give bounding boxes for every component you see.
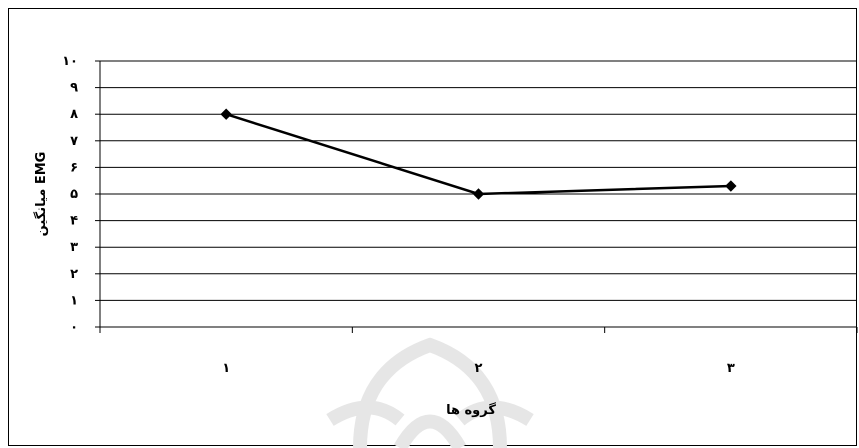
y-tick-label: ۱ (70, 293, 78, 308)
y-tick-label: ۱۰ (62, 54, 78, 69)
x-tick-label: ۲ (475, 361, 483, 376)
series-line (225, 113, 731, 196)
y-tick-label: ۲ (70, 267, 78, 282)
y-tick-label: ۰ (70, 320, 78, 335)
x-axis-title: گروه ها (446, 402, 496, 418)
y-tick-label: ۶ (70, 160, 78, 175)
series-layer (220, 108, 737, 200)
watermark-logo (326, 337, 534, 448)
x-tick-label: ۳ (727, 361, 735, 376)
gridlines (100, 60, 857, 301)
y-tick-label: ۴ (70, 214, 78, 229)
data-point-marker (725, 180, 737, 192)
axes (95, 60, 858, 333)
y-tick-label: ۸ (70, 107, 78, 122)
x-tick-labels: ۱ ۲ ۳ (222, 361, 735, 376)
data-point-marker (220, 108, 232, 120)
data-point-marker (472, 188, 485, 200)
y-tick-label: ۷ (70, 134, 78, 149)
chart-frame (8, 8, 857, 446)
y-tick-label: ۳ (70, 240, 78, 255)
y-tick-label: ۹ (70, 81, 78, 96)
y-axis-title: میانگین EMG (33, 152, 49, 237)
x-tick-label: ۱ (222, 361, 230, 376)
y-tick-label: ۵ (70, 187, 78, 202)
y-tick-labels: ۰ ۱ ۲ ۳ ۴ ۵ ۶ ۷ ۸ ۹ ۱۰ (62, 54, 78, 335)
